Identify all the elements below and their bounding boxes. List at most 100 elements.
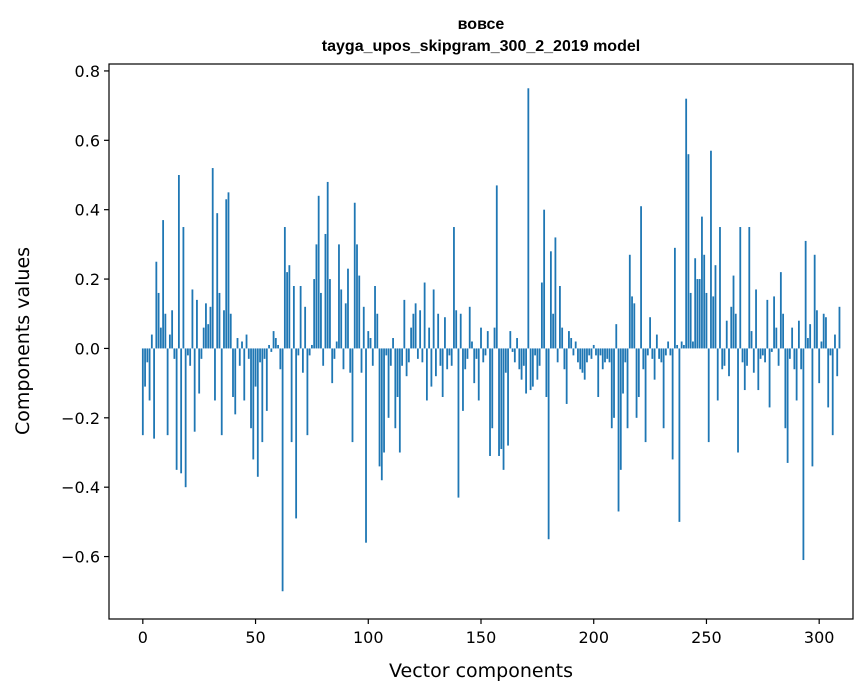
bar-296 <box>809 324 812 349</box>
bar-248 <box>701 216 703 349</box>
bar-279 <box>770 348 773 352</box>
bar-102 <box>371 348 374 366</box>
bar-67 <box>292 286 295 349</box>
bar-43 <box>238 348 241 366</box>
bar-31 <box>211 168 214 349</box>
bar-9 <box>162 220 165 349</box>
bar-281 <box>775 327 778 349</box>
bar-181 <box>549 251 552 349</box>
bar-309 <box>838 306 841 349</box>
bar-153 <box>486 331 489 349</box>
bar-242 <box>687 154 690 349</box>
bar-282 <box>777 348 780 366</box>
x-tick-label: 300 <box>804 628 835 647</box>
bar-262 <box>732 275 735 349</box>
bar-47 <box>247 348 250 359</box>
bar-108 <box>385 348 388 356</box>
bar-178 <box>543 209 546 349</box>
bar-204 <box>601 348 604 370</box>
bar-73 <box>306 348 309 436</box>
bar-264 <box>737 348 739 453</box>
bar-185 <box>559 286 561 349</box>
bars-group <box>141 88 841 592</box>
bar-230 <box>660 348 663 363</box>
bar-201 <box>595 348 597 356</box>
bar-193 <box>577 348 579 363</box>
bar-194 <box>579 348 582 370</box>
bar-308 <box>836 348 839 377</box>
bar-60 <box>277 344 279 349</box>
bar-15 <box>175 348 178 470</box>
y-axis-label: Components values <box>12 247 34 435</box>
bar-196 <box>583 348 586 380</box>
y-tick-label: 0.0 <box>75 339 100 358</box>
bar-17 <box>180 348 183 474</box>
bar-16 <box>177 175 180 349</box>
bar-68 <box>295 348 298 519</box>
bar-254 <box>714 265 717 349</box>
bar-105 <box>378 348 381 467</box>
bar-27 <box>202 327 205 349</box>
bar-240 <box>683 344 685 349</box>
bar-203 <box>599 348 602 356</box>
bar-65 <box>288 265 291 349</box>
bar-75 <box>311 344 313 349</box>
bar-82 <box>326 181 329 349</box>
bar-177 <box>540 282 543 349</box>
bar-4 <box>150 334 153 349</box>
bar-295 <box>807 338 809 349</box>
bar-260 <box>728 348 730 377</box>
bar-118 <box>407 348 410 363</box>
bar-107 <box>383 348 385 453</box>
bar-117 <box>405 348 408 377</box>
bar-74 <box>308 348 311 356</box>
bar-115 <box>401 348 403 366</box>
bar-71 <box>301 348 304 373</box>
bar-55 <box>265 348 268 411</box>
bar-90 <box>344 303 347 349</box>
bar-93 <box>351 348 354 443</box>
bar-207 <box>608 348 611 363</box>
bar-106 <box>380 348 383 481</box>
bar-182 <box>552 313 555 349</box>
bar-155 <box>491 348 494 429</box>
bar-234 <box>669 348 672 356</box>
bar-272 <box>755 289 757 349</box>
bar-6 <box>155 261 158 349</box>
x-tick-label: 0 <box>138 628 148 647</box>
bar-100 <box>367 331 370 349</box>
bar-24 <box>196 299 198 349</box>
bar-103 <box>374 286 376 349</box>
bar-213 <box>622 348 624 394</box>
bar-35 <box>220 348 223 436</box>
bar-187 <box>563 348 566 370</box>
chart-title: вовсе <box>458 16 505 33</box>
bar-179 <box>545 348 548 397</box>
bar-189 <box>568 331 570 349</box>
y-tick-label: 0.8 <box>75 62 100 81</box>
bar-290 <box>795 348 798 401</box>
bar-19 <box>184 348 187 488</box>
bar-11 <box>166 348 169 436</box>
bar-112 <box>394 348 397 429</box>
bar-270 <box>750 331 753 349</box>
bar-22 <box>191 289 194 349</box>
bar-116 <box>403 299 406 349</box>
bar-147 <box>473 348 476 384</box>
bar-288 <box>791 327 794 349</box>
bar-195 <box>581 348 584 373</box>
bar-91 <box>347 268 349 349</box>
bar-86 <box>335 341 338 349</box>
bar-303 <box>825 317 827 349</box>
bar-87 <box>338 244 340 349</box>
bar-33 <box>216 213 219 349</box>
bar-54 <box>263 348 266 359</box>
bar-280 <box>773 296 775 349</box>
bar-45 <box>243 348 246 401</box>
bar-289 <box>793 348 796 370</box>
bar-235 <box>671 348 674 460</box>
bar-104 <box>376 313 379 349</box>
bar-109 <box>387 348 390 418</box>
bar-134 <box>444 317 446 349</box>
bar-124 <box>421 348 424 363</box>
